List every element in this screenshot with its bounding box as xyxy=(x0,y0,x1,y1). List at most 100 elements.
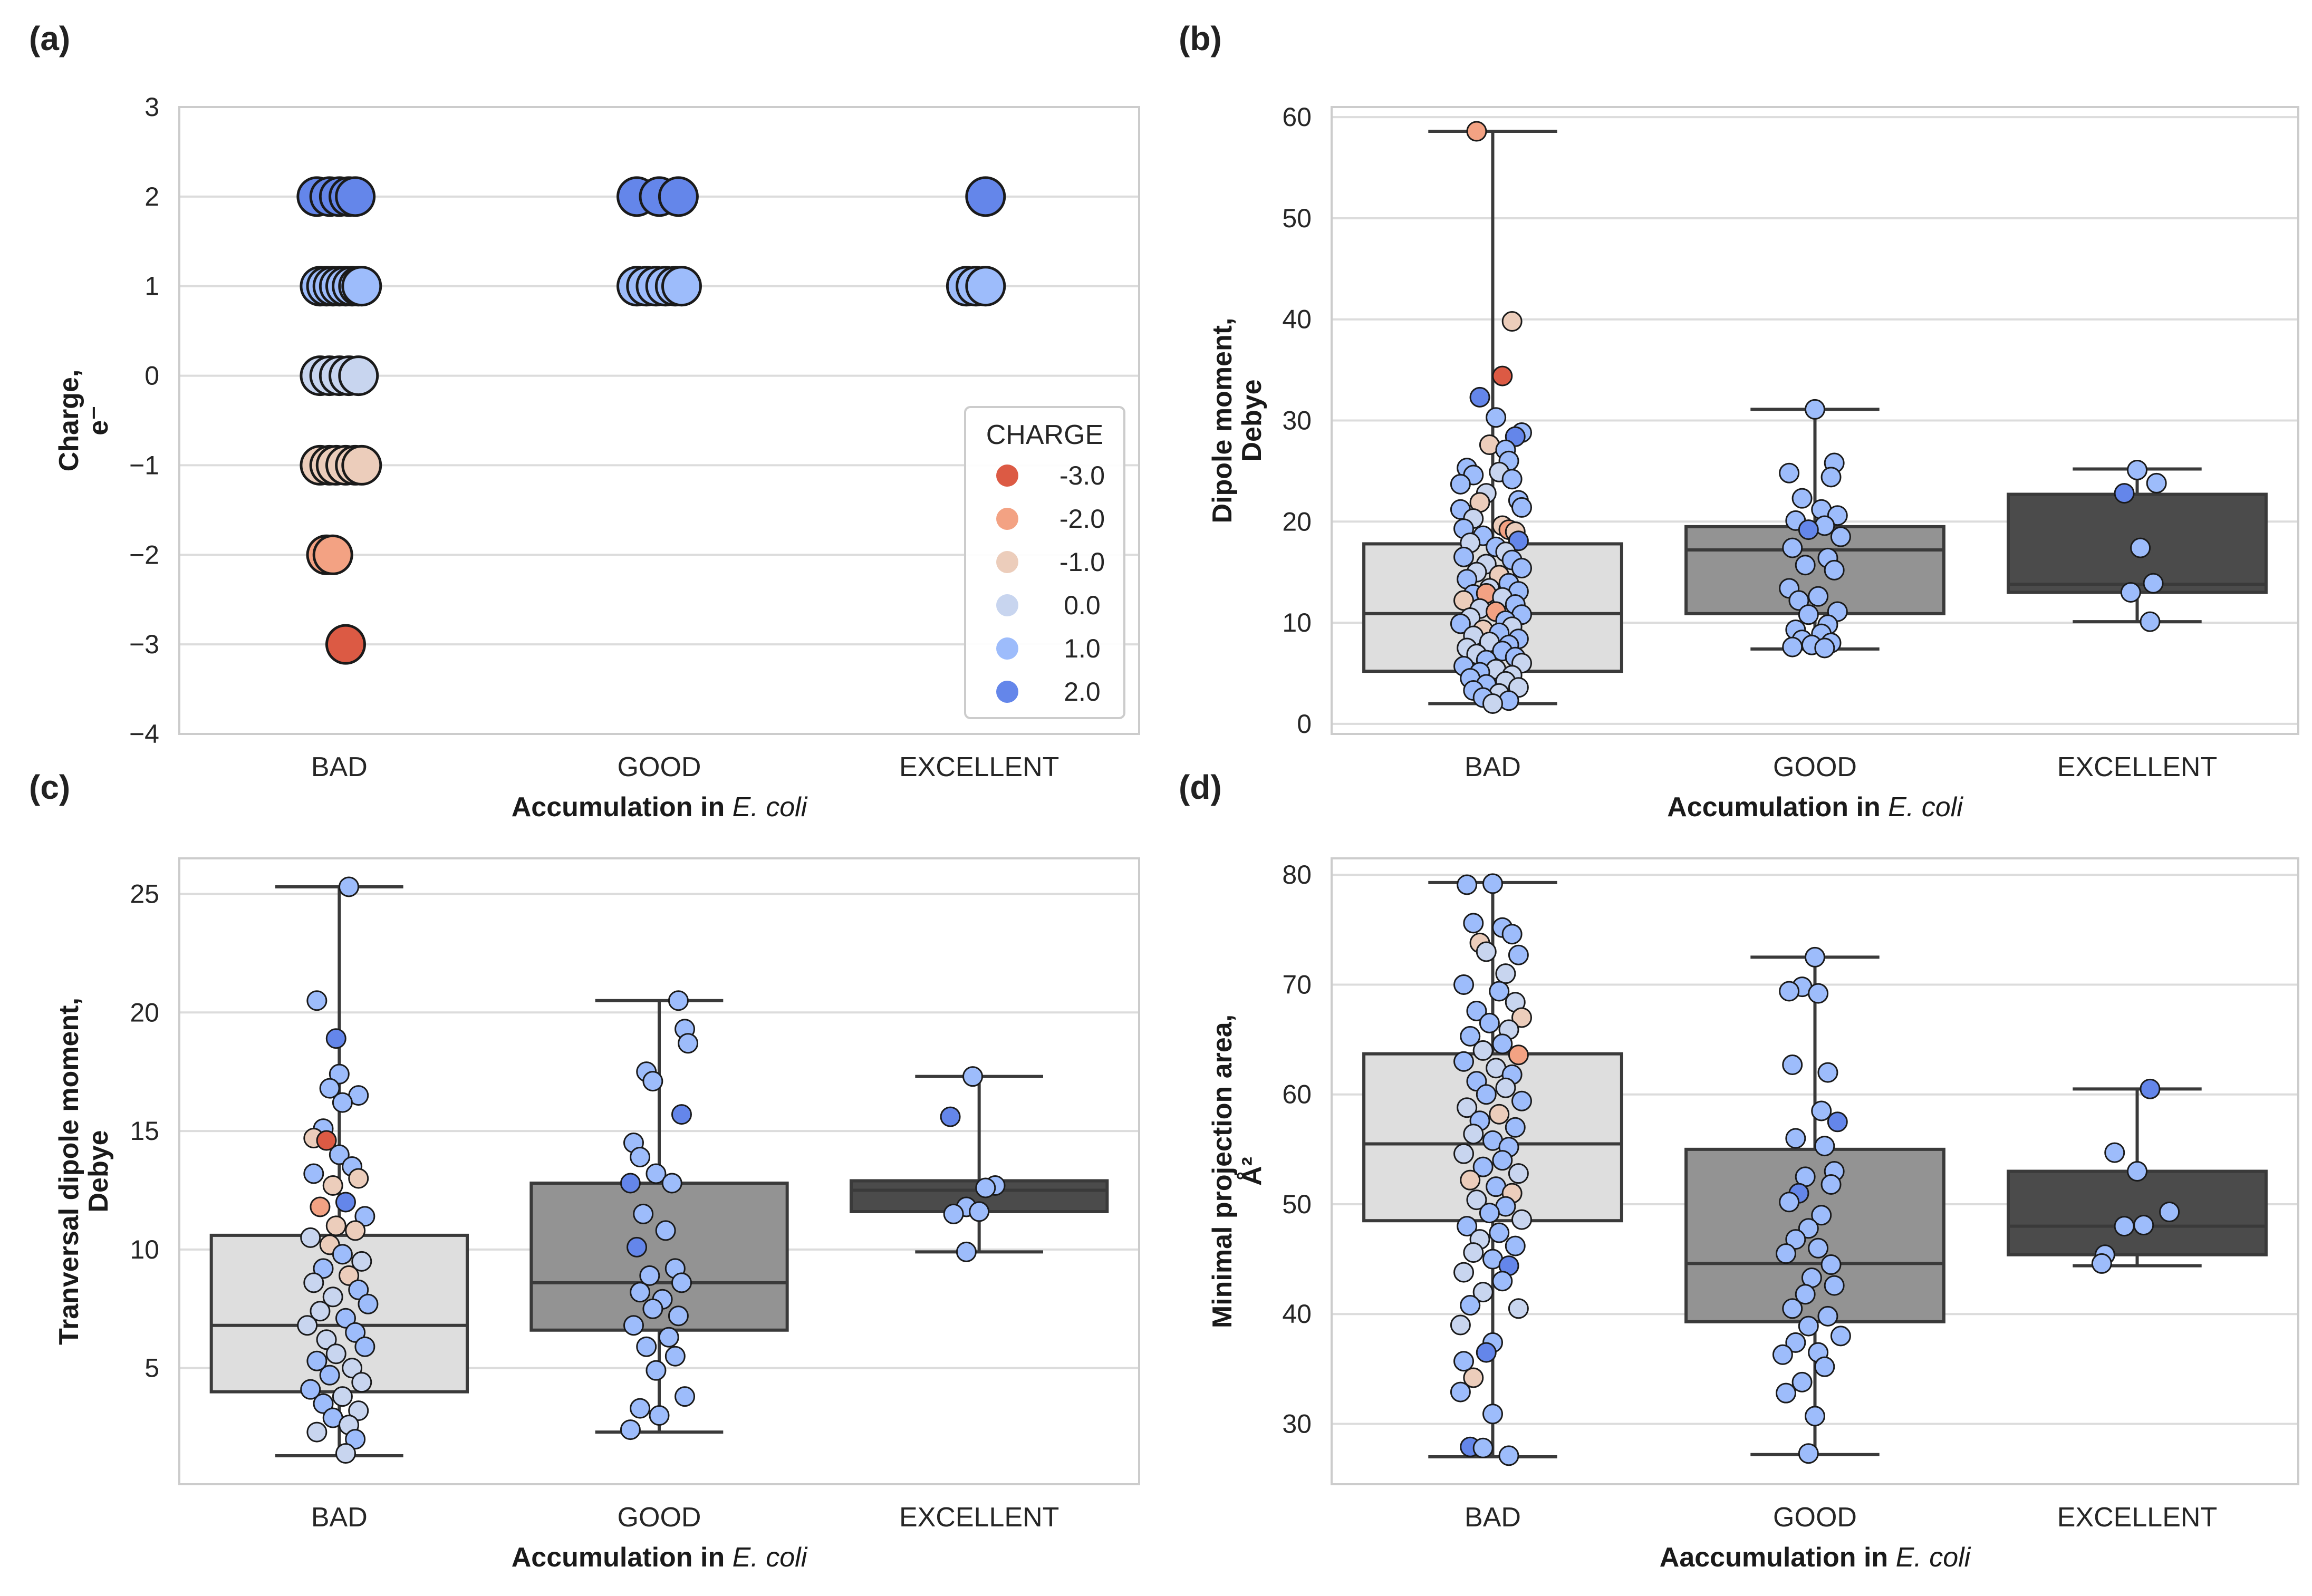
data-point xyxy=(1466,121,1487,142)
data-point xyxy=(1472,1282,1494,1303)
panel-label: (b) xyxy=(1179,20,1222,57)
data-point xyxy=(1476,1342,1497,1363)
data-point xyxy=(306,1421,327,1443)
data-point xyxy=(1511,1090,1532,1111)
x-axis-title: Accumulation in E. coli xyxy=(512,1542,808,1573)
data-point xyxy=(332,1386,353,1407)
data-point xyxy=(630,1282,651,1303)
data-point xyxy=(1779,462,1800,483)
panel-d: (d) 30 40 50 60 70 80 BAD GOOD EXCELLENT Aaccumula… xyxy=(1179,768,2299,1573)
data-point xyxy=(1472,1437,1494,1458)
x-axis-title: Aaccumulation in E. coli xyxy=(1660,1542,1971,1573)
data-point xyxy=(2127,1161,2147,1182)
data-point xyxy=(348,1168,369,1189)
data-point xyxy=(668,1305,689,1327)
data-point xyxy=(2133,1215,2154,1236)
data-point xyxy=(1466,1000,1487,1021)
y-tick-label: −2 xyxy=(129,540,159,569)
data-point xyxy=(1791,1371,1813,1392)
data-point xyxy=(1501,469,1523,490)
data-point xyxy=(332,1092,353,1113)
data-point xyxy=(661,266,702,307)
data-point xyxy=(2127,459,2147,480)
y-tick-label: 20 xyxy=(130,998,159,1027)
data-point xyxy=(329,1144,350,1165)
data-point xyxy=(1505,1235,1526,1256)
data-point xyxy=(1463,1124,1484,1145)
x-axis-title-italic: E. coli xyxy=(733,792,808,823)
data-point xyxy=(2114,1216,2135,1237)
data-point xyxy=(630,1398,651,1419)
y-axis-title: Tranversal dipole moment,Debye xyxy=(54,998,114,1345)
y-axis-title-line: Charge, xyxy=(54,370,84,472)
data-point xyxy=(300,1227,321,1248)
data-point xyxy=(975,1177,996,1198)
data-point xyxy=(940,1106,961,1127)
data-point xyxy=(1805,399,1825,420)
data-point xyxy=(1460,1295,1481,1316)
data-point xyxy=(2159,1202,2180,1223)
data-point xyxy=(649,1405,670,1426)
data-point xyxy=(1495,963,1516,984)
data-point xyxy=(1492,1150,1513,1171)
x-axis-title: Accumulation in E. coli xyxy=(1667,792,1963,823)
data-point xyxy=(1508,1298,1529,1319)
data-point xyxy=(1492,365,1513,386)
x-axis-title-text: Accumulation in xyxy=(1667,792,1888,823)
data-point xyxy=(1798,1443,1819,1464)
data-point xyxy=(620,1419,641,1440)
data-point xyxy=(1489,981,1510,1002)
data-point xyxy=(1782,636,1803,657)
plot-frame xyxy=(178,106,1140,735)
data-point xyxy=(2104,1142,2125,1163)
data-point xyxy=(1805,946,1825,968)
data-point xyxy=(2130,537,2151,558)
data-point xyxy=(1476,1084,1497,1105)
data-point xyxy=(316,1130,337,1151)
y-axis-title-line: Debye xyxy=(1237,379,1267,461)
data-point xyxy=(658,1327,679,1348)
x-axis-title-italic: E. coli xyxy=(733,1542,808,1573)
data-point xyxy=(1453,974,1475,995)
data-point xyxy=(1511,557,1532,578)
data-point xyxy=(1814,637,1835,659)
data-point xyxy=(313,1258,334,1279)
data-point xyxy=(1472,1156,1494,1177)
data-point xyxy=(623,1315,644,1336)
x-axis-ticks: BAD GOOD EXCELLENT xyxy=(1465,752,2217,782)
data-point xyxy=(306,990,327,1011)
data-point xyxy=(1508,1163,1529,1184)
x-axis-ticks: BAD GOOD EXCELLENT xyxy=(311,1502,1059,1533)
data-point xyxy=(312,534,353,575)
data-point xyxy=(351,1251,372,1272)
panel-label: (d) xyxy=(1179,768,1222,806)
y-tick-label: 40 xyxy=(1282,305,1312,334)
data-point xyxy=(341,444,382,486)
x-axis-ticks: BAD GOOD EXCELLENT xyxy=(1465,1502,2217,1533)
data-point xyxy=(342,1358,363,1379)
data-point xyxy=(2091,1253,2112,1274)
y-axis-ticks: 5 10 15 20 25 xyxy=(130,879,159,1382)
y-tick-label: 25 xyxy=(130,879,159,908)
legend-title: CHARGE xyxy=(986,420,1103,450)
data-point xyxy=(1492,1271,1513,1292)
data-point xyxy=(1508,1044,1529,1066)
data-point xyxy=(335,176,376,217)
data-point xyxy=(1457,874,1478,895)
legend-marker xyxy=(996,594,1018,616)
data-point xyxy=(1482,1404,1503,1425)
data-point xyxy=(345,1429,366,1450)
y-axis-title-line: Dipole moment, xyxy=(1207,317,1238,523)
x-tick-label: GOOD xyxy=(1773,1502,1857,1533)
data-point xyxy=(1450,1381,1471,1402)
x-axis-title-text: Accumulation in xyxy=(512,1542,733,1573)
data-point xyxy=(1508,944,1529,965)
data-point xyxy=(642,1298,663,1319)
x-tick-label: BAD xyxy=(311,752,368,782)
data-point xyxy=(297,1315,318,1336)
y-tick-label: 0 xyxy=(144,361,159,391)
data-points xyxy=(296,176,1006,665)
data-point xyxy=(358,1293,379,1314)
y-tick-label: 50 xyxy=(1282,1189,1312,1219)
data-point xyxy=(664,1346,686,1367)
